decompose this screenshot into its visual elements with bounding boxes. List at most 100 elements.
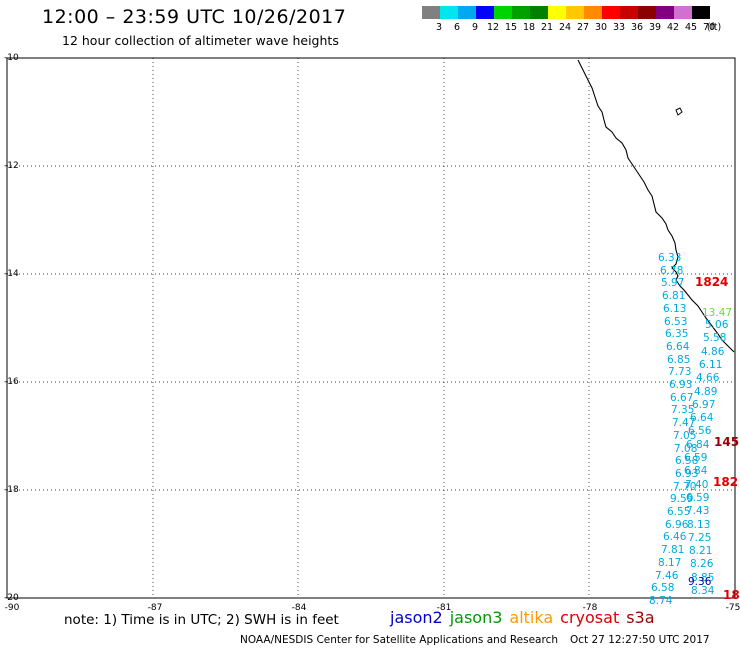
wave-height-label: 8.13 bbox=[687, 518, 711, 531]
wave-height-label: 8.74 bbox=[649, 594, 673, 607]
wave-height-label: 6.85 bbox=[667, 353, 691, 366]
wave-height-label: 6.33 bbox=[658, 252, 682, 264]
wave-height-label: 7.43 bbox=[686, 505, 710, 518]
wave-height-label: 6.56 bbox=[688, 425, 712, 438]
lon-label: -84 bbox=[291, 603, 307, 613]
lon-label: -78 bbox=[582, 603, 598, 613]
map-frame bbox=[6, 57, 736, 599]
wave-height-label: 4.86 bbox=[701, 345, 725, 358]
wave-height-label: 6.64 bbox=[690, 412, 714, 425]
lat-label: -16 bbox=[4, 377, 19, 387]
legend-label: 24 bbox=[558, 22, 572, 33]
wave-height-label: 6.93 bbox=[669, 379, 693, 391]
wave-height-label: 4.89 bbox=[694, 385, 718, 398]
wave-height-label: 9.36 bbox=[688, 576, 712, 588]
legend-label: 15 bbox=[504, 22, 518, 33]
wave-height-label: 7.73 bbox=[668, 366, 692, 379]
legend-unit: (ft) bbox=[706, 22, 722, 33]
footer-note: note: 1) Time is in UTC; 2) SWH is in fe… bbox=[64, 612, 339, 628]
legend-swatch bbox=[692, 6, 710, 19]
peru-coastline bbox=[577, 59, 735, 353]
wave-height-label: 6.59 bbox=[684, 452, 708, 464]
wave-height-label: 8.26 bbox=[690, 558, 714, 571]
wave-height-label: 145 bbox=[714, 435, 740, 449]
lat-label: -14 bbox=[4, 269, 19, 279]
wave-height-label: 7.40 bbox=[685, 478, 709, 491]
legend-label: 9 bbox=[471, 22, 479, 33]
legend-swatch bbox=[656, 6, 674, 19]
legend-label: 36 bbox=[630, 22, 644, 33]
satellite-s3a: s3a bbox=[626, 608, 655, 627]
satellite-altika: altika bbox=[509, 608, 554, 627]
legend-swatch bbox=[548, 6, 566, 19]
legend-label: 70 bbox=[702, 22, 716, 33]
legend-swatch bbox=[674, 6, 692, 19]
satellite-jason2: jason2 bbox=[390, 608, 443, 627]
wave-height-label: 6.58 bbox=[675, 455, 699, 468]
wave-height-label: 6.11 bbox=[699, 358, 723, 371]
legend-swatch bbox=[512, 6, 530, 19]
legend-swatch bbox=[494, 6, 512, 19]
wave-height-label: 6.84 bbox=[686, 438, 710, 451]
legend-label: 18 bbox=[522, 22, 536, 33]
legend-swatch bbox=[584, 6, 602, 19]
wave-height-label: 5.06 bbox=[705, 319, 729, 331]
legend-swatch bbox=[530, 6, 548, 19]
satellite-jason3: jason3 bbox=[449, 608, 503, 627]
wave-height-label: 7.08 bbox=[674, 442, 698, 455]
legend-label: 30 bbox=[594, 22, 608, 33]
legend-swatches bbox=[422, 6, 710, 19]
wave-height-label: 13.47 bbox=[702, 307, 733, 319]
lon-label: -75 bbox=[725, 603, 740, 613]
wave-height-label: 7.70 bbox=[673, 480, 697, 493]
wave-height-label: 18 bbox=[723, 588, 740, 602]
wave-height-label: 6.93 bbox=[675, 467, 699, 480]
wave-height-label: 7.46 bbox=[655, 569, 679, 582]
wave-height-label: 7.25 bbox=[688, 531, 712, 544]
wave-height-label: 6.55 bbox=[667, 506, 691, 518]
lat-gridlines bbox=[7, 165, 735, 491]
page-subtitle: 12 hour collection of altimeter wave hei… bbox=[62, 33, 339, 48]
lat-label: -12 bbox=[4, 161, 19, 171]
wave-height-label: 8.17 bbox=[658, 556, 682, 569]
wave-height-label: 6.97 bbox=[692, 398, 716, 411]
legend-swatch bbox=[638, 6, 656, 19]
wave-height-label: 6.46 bbox=[663, 531, 687, 544]
legend-swatch bbox=[602, 6, 620, 19]
color-legend: 3 6 9 12 15 18 21 24 27 30 33 36 39 42 45 70 (ft) bbox=[422, 6, 721, 36]
wave-height-label: 6.35 bbox=[665, 328, 689, 341]
legend-label: 42 bbox=[666, 22, 680, 33]
wave-height-label: 6.13 bbox=[663, 302, 687, 315]
legend-label: 39 bbox=[648, 22, 662, 33]
legend-label: 3 bbox=[435, 22, 443, 33]
page-title: 12:00 – 23:59 UTC 10/26/2017 bbox=[42, 6, 347, 28]
legend-labels: 3 6 9 12 15 18 21 24 27 30 33 36 39 42 45 70 (ft) bbox=[422, 22, 721, 36]
legend-label: 6 bbox=[453, 22, 461, 33]
legend-label: 33 bbox=[612, 22, 626, 33]
wave-height-label: 8.34 bbox=[691, 585, 715, 597]
wave-height-label: 5.58 bbox=[703, 332, 727, 345]
generation-timestamp: Oct 27 12:27:50 UTC 2017 bbox=[570, 634, 710, 646]
legend-label: 27 bbox=[576, 22, 590, 33]
wave-height-label: 9.59 bbox=[670, 493, 694, 506]
credit-text: NOAA/NESDIS Center for Satellite Applica… bbox=[240, 634, 558, 646]
wave-height-label: 182 bbox=[713, 475, 739, 489]
wave-height-label: 6.67 bbox=[670, 391, 694, 404]
wave-height-label: 6.53 bbox=[664, 315, 688, 328]
wave-height-label: 8.85 bbox=[691, 571, 715, 584]
wave-height-label: 4.66 bbox=[696, 372, 720, 385]
wave-height-label: 7.47 bbox=[672, 417, 696, 430]
lat-label: -10 bbox=[4, 53, 19, 63]
coastal-island bbox=[675, 107, 683, 116]
lon-label: -87 bbox=[147, 603, 163, 613]
wave-height-label: 1824 bbox=[695, 275, 729, 289]
lon-gridlines bbox=[152, 58, 590, 598]
wave-height-label: 6.81 bbox=[662, 290, 686, 303]
legend-label: 12 bbox=[486, 22, 500, 33]
wave-height-label: 7.35 bbox=[671, 404, 695, 417]
lat-label: -20 bbox=[4, 593, 19, 603]
footer-credit: NOAA/NESDIS Center for Satellite Applica… bbox=[240, 634, 710, 646]
lat-label: -18 bbox=[4, 485, 19, 495]
satellite-legend: jason2 jason3 altika cryosat s3a bbox=[390, 608, 662, 627]
wave-height-label: 6.58 bbox=[651, 582, 675, 595]
